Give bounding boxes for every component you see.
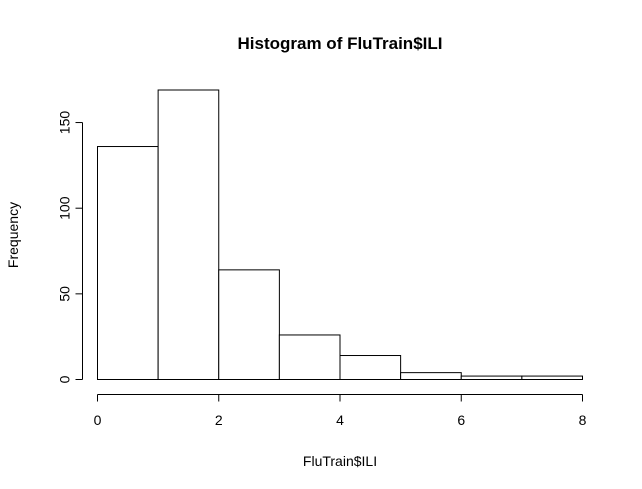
histogram-bar-4 bbox=[339, 355, 402, 381]
x-tick-label-3: 6 bbox=[457, 412, 465, 428]
y-tick-label-0: 0 bbox=[57, 375, 73, 383]
histogram-bar-0 bbox=[97, 146, 159, 380]
chart-title: Histogram of FluTrain$ILI bbox=[238, 34, 443, 53]
histogram-bar-1 bbox=[157, 89, 220, 380]
x-tick-label-4: 8 bbox=[579, 412, 587, 428]
y-tick-label-2: 100 bbox=[57, 196, 73, 220]
x-axis: 0 2 4 6 8 bbox=[94, 394, 587, 428]
x-tick-label-0: 0 bbox=[94, 412, 102, 428]
histogram-bar-5 bbox=[400, 372, 462, 380]
y-axis: 0 50 100 150 bbox=[57, 111, 83, 383]
bars-group bbox=[97, 89, 583, 381]
x-tick-label-2: 4 bbox=[336, 412, 344, 428]
histogram-bar-2 bbox=[218, 269, 280, 380]
y-axis-label: Frequency bbox=[5, 202, 21, 268]
histogram-bar-7 bbox=[521, 375, 583, 381]
y-tick-label-1: 50 bbox=[57, 286, 73, 302]
x-axis-label: FluTrain$ILI bbox=[303, 453, 377, 469]
y-tick-label-3: 150 bbox=[57, 111, 73, 135]
x-tick-label-1: 2 bbox=[215, 412, 223, 428]
histogram-bar-3 bbox=[278, 334, 341, 381]
histogram-bar-6 bbox=[460, 375, 523, 381]
